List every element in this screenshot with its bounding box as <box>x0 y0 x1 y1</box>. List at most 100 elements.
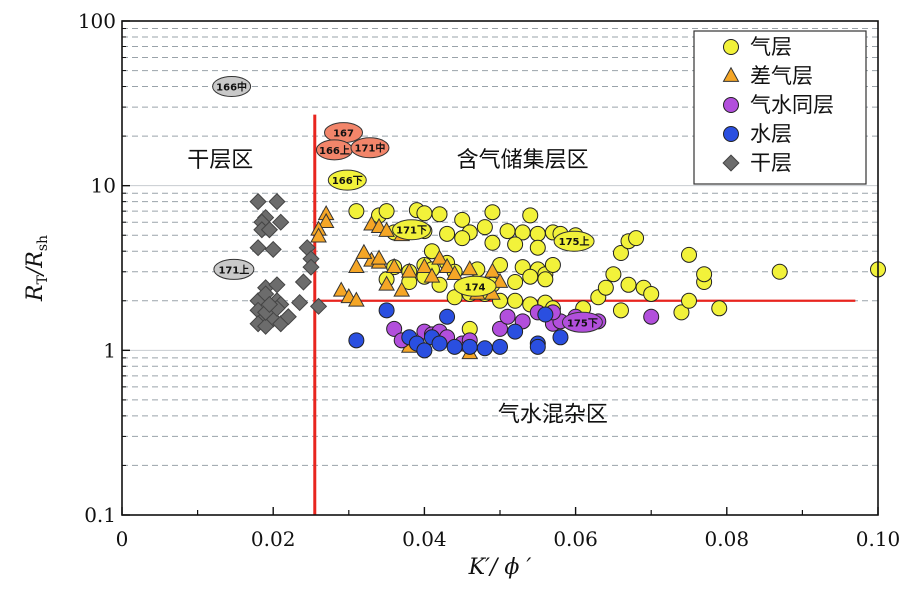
data-point <box>416 205 433 222</box>
y-axis-title-sub1: T <box>35 274 51 284</box>
x-tick-label: 0.02 <box>251 527 296 551</box>
series-4 <box>348 302 569 359</box>
x-tick-label: 0.10 <box>856 527 901 551</box>
annotation-text: 171下 <box>396 225 427 237</box>
region-label: 气水混杂区 <box>498 402 608 427</box>
annotation-text: 171上 <box>218 263 249 276</box>
annotation-ellipse <box>553 230 595 252</box>
annotation-label: 174 <box>453 275 497 297</box>
data-point <box>310 227 327 243</box>
y-tick-label: 0.1 <box>84 503 116 527</box>
data-point <box>681 292 697 309</box>
data-point <box>529 225 546 242</box>
legend-frame <box>693 30 867 185</box>
data-point <box>355 243 373 259</box>
annotation-ellipse <box>561 311 603 333</box>
data-point <box>416 257 433 274</box>
legend-item: 干层 <box>722 151 792 175</box>
data-point <box>446 264 463 281</box>
annotation-text: 171中 <box>355 142 386 155</box>
y-axis-title-slash-r: /R <box>23 251 48 277</box>
data-point <box>643 285 660 302</box>
data-point <box>620 276 637 293</box>
data-point <box>476 340 493 357</box>
data-point <box>431 249 448 265</box>
data-point <box>461 260 479 276</box>
annotation-label: 171中 <box>350 137 390 159</box>
data-point <box>552 329 569 346</box>
annotation-layer: 166中 167 166上 171中 166下 171下 175上 171上 174 175下 <box>212 76 603 333</box>
legend-marker <box>723 97 739 113</box>
data-point <box>499 223 516 240</box>
data-point <box>605 266 622 283</box>
annotation-text: 175上 <box>559 235 590 248</box>
data-point <box>491 272 509 288</box>
data-point <box>461 338 478 355</box>
annotation-text: 174 <box>465 282 486 293</box>
data-point <box>423 267 441 283</box>
data-point <box>771 263 788 280</box>
data-point <box>257 317 275 335</box>
data-point <box>378 203 395 220</box>
data-point <box>522 207 539 224</box>
x-tick-label: 0 <box>116 527 129 551</box>
data-point <box>492 320 508 337</box>
data-point <box>348 291 365 307</box>
data-point <box>507 292 524 309</box>
data-point <box>446 289 463 306</box>
data-point <box>711 300 728 317</box>
series-5 <box>249 193 328 335</box>
data-point <box>529 338 546 355</box>
data-point <box>393 281 411 297</box>
annotation-text: 166下 <box>332 175 363 187</box>
x-axis-title: K′/ ϕ ′ <box>468 555 532 580</box>
data-point <box>378 221 395 237</box>
data-point <box>439 225 456 242</box>
legend-label: 差气层 <box>750 64 813 88</box>
data-point <box>544 256 561 273</box>
annotation-label: 175上 <box>553 230 595 252</box>
annotation-ellipse <box>213 258 255 280</box>
legend-item: 差气层 <box>722 64 813 88</box>
data-point <box>370 249 388 265</box>
data-point <box>348 257 365 274</box>
data-point <box>696 266 713 283</box>
y-axis-title: RT/Rsh <box>23 235 51 302</box>
data-point <box>431 335 448 352</box>
data-point <box>476 219 493 236</box>
legend-label: 气水同层 <box>750 93 834 117</box>
legend-label: 干层 <box>750 151 792 175</box>
data-point <box>439 308 456 325</box>
legend-item: 气水同层 <box>723 93 834 117</box>
annotation-ellipse <box>327 169 367 191</box>
annotation-text: 166中 <box>216 81 247 94</box>
legend-marker <box>722 66 740 82</box>
legend-label: 气层 <box>750 35 792 59</box>
region-label: 干层区 <box>187 148 253 173</box>
data-point <box>386 320 403 337</box>
annotation-ellipse <box>212 76 252 98</box>
data-point <box>612 302 629 319</box>
data-point <box>264 240 282 259</box>
data-point <box>378 275 395 291</box>
x-tick-label: 0.06 <box>553 527 598 551</box>
data-point <box>507 236 524 253</box>
tick-layer: 0 0.02 0.04 0.06 0.08 0.10 0.1 1 10 100 <box>78 9 900 551</box>
data-point <box>317 212 335 229</box>
y-axis-title-sub2: sh <box>35 235 51 251</box>
annotation-text: 166上 <box>319 144 350 157</box>
y-tick-label: 1 <box>103 338 116 362</box>
annotation-text: 167 <box>333 129 354 140</box>
legend-marker <box>723 39 739 55</box>
annotation-ellipse <box>453 275 497 297</box>
data-point <box>454 230 471 247</box>
data-point <box>309 297 328 315</box>
data-point <box>260 295 279 314</box>
annotation-label: 166上 <box>315 139 353 161</box>
data-point <box>416 342 433 359</box>
data-point <box>522 268 539 285</box>
data-point <box>272 213 290 231</box>
